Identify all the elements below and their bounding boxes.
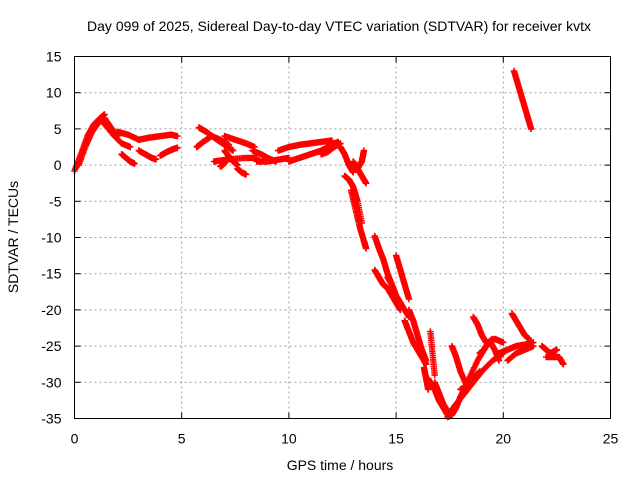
series-arc45 bbox=[508, 310, 533, 343]
y-axis-ticks: 15 10 5 0 -5 -10 -15 -20 -25 -30 -35 bbox=[41, 49, 611, 427]
y-tick-label: -35 bbox=[41, 411, 61, 427]
grid-lines bbox=[74, 56, 611, 419]
series-arc03 bbox=[99, 118, 134, 151]
data-point-markers bbox=[114, 128, 181, 143]
x-tick-label: 15 bbox=[388, 431, 404, 447]
data-point-markers bbox=[543, 353, 567, 368]
data-point-markers bbox=[350, 158, 370, 187]
y-tick-label: -10 bbox=[41, 230, 61, 246]
data-point-markers bbox=[510, 67, 535, 133]
series-arc12 bbox=[221, 147, 241, 169]
series-arc46 bbox=[510, 67, 535, 133]
series-arc14 bbox=[217, 159, 228, 170]
data-point-markers bbox=[217, 159, 228, 170]
y-axis-title: SDTVAR / TECUs bbox=[5, 181, 21, 293]
data-point-markers bbox=[118, 151, 138, 167]
y-tick-label: -25 bbox=[41, 338, 61, 354]
data-point-markers bbox=[401, 317, 430, 368]
series-arc06 bbox=[135, 147, 160, 163]
data-point-markers bbox=[193, 132, 233, 151]
x-tick-label: 5 bbox=[178, 431, 186, 447]
x-axis-ticks: 0 5 10 15 20 25 bbox=[71, 56, 619, 447]
data-point-markers bbox=[431, 379, 451, 415]
y-tick-label: -30 bbox=[41, 374, 61, 390]
series-arc24 bbox=[350, 158, 370, 187]
data-point-markers bbox=[347, 187, 370, 252]
series-arc17 bbox=[275, 137, 335, 154]
y-tick-label: -20 bbox=[41, 302, 61, 318]
data-point-markers bbox=[504, 342, 537, 364]
x-tick-label: 25 bbox=[603, 431, 619, 447]
series-arc19 bbox=[317, 140, 344, 158]
data-point-markers bbox=[427, 328, 438, 379]
series-arc28 bbox=[392, 252, 413, 303]
series-arc22 bbox=[347, 187, 370, 252]
x-tick-label: 10 bbox=[281, 431, 297, 447]
data-point-markers bbox=[135, 147, 160, 163]
series-arc39 bbox=[457, 368, 483, 393]
series-arc47 bbox=[538, 342, 561, 357]
y-tick-label: 10 bbox=[46, 85, 62, 101]
data-point-markers bbox=[487, 339, 503, 364]
series-arc30 bbox=[401, 317, 430, 368]
series-arc48 bbox=[543, 353, 567, 368]
series-arc10 bbox=[221, 132, 258, 151]
y-tick-label: -15 bbox=[41, 266, 61, 282]
data-point-markers bbox=[221, 132, 258, 151]
data-points bbox=[71, 67, 567, 421]
series-arc04 bbox=[114, 128, 181, 143]
y-tick-label: 15 bbox=[46, 49, 62, 65]
series-arc20 bbox=[337, 143, 357, 176]
data-point-markers bbox=[275, 137, 335, 154]
data-point-markers bbox=[457, 368, 483, 393]
series-arc09 bbox=[193, 132, 233, 151]
data-point-markers bbox=[371, 266, 404, 314]
data-point-markers bbox=[317, 140, 344, 158]
data-point-markers bbox=[508, 310, 533, 343]
series-arc44 bbox=[504, 342, 537, 364]
series-arc05 bbox=[118, 151, 138, 167]
series-arc41 bbox=[470, 313, 490, 346]
series-arc42 bbox=[487, 339, 503, 364]
chart-title: Day 099 of 2025, Sidereal Day-to-day VTE… bbox=[87, 18, 591, 34]
data-point-markers bbox=[384, 274, 413, 321]
data-point-markers bbox=[470, 313, 490, 346]
series-arc07 bbox=[157, 144, 181, 159]
series-arc32 bbox=[427, 328, 438, 379]
series-arc16 bbox=[253, 154, 293, 165]
x-tick-label: 0 bbox=[71, 431, 79, 447]
y-tick-label: 5 bbox=[54, 121, 62, 137]
series-arc13 bbox=[234, 165, 250, 178]
data-point-markers bbox=[392, 252, 413, 303]
y-tick-label: -5 bbox=[49, 193, 62, 209]
data-point-markers bbox=[538, 342, 561, 357]
data-point-markers bbox=[495, 339, 537, 357]
data-point-markers bbox=[221, 147, 241, 169]
x-tick-label: 20 bbox=[496, 431, 512, 447]
y-tick-label: 0 bbox=[54, 157, 62, 173]
x-axis-title: GPS time / hours bbox=[287, 457, 394, 473]
data-point-markers bbox=[253, 154, 293, 165]
data-point-markers bbox=[99, 118, 134, 151]
series-arc43 bbox=[495, 339, 537, 357]
plot-frame bbox=[74, 56, 611, 419]
series-arc34 bbox=[431, 379, 451, 415]
series-arc25 bbox=[371, 266, 404, 314]
series-arc27 bbox=[384, 274, 413, 321]
data-point-markers bbox=[157, 144, 181, 159]
data-point-markers bbox=[234, 165, 250, 178]
data-point-markers bbox=[337, 143, 357, 176]
